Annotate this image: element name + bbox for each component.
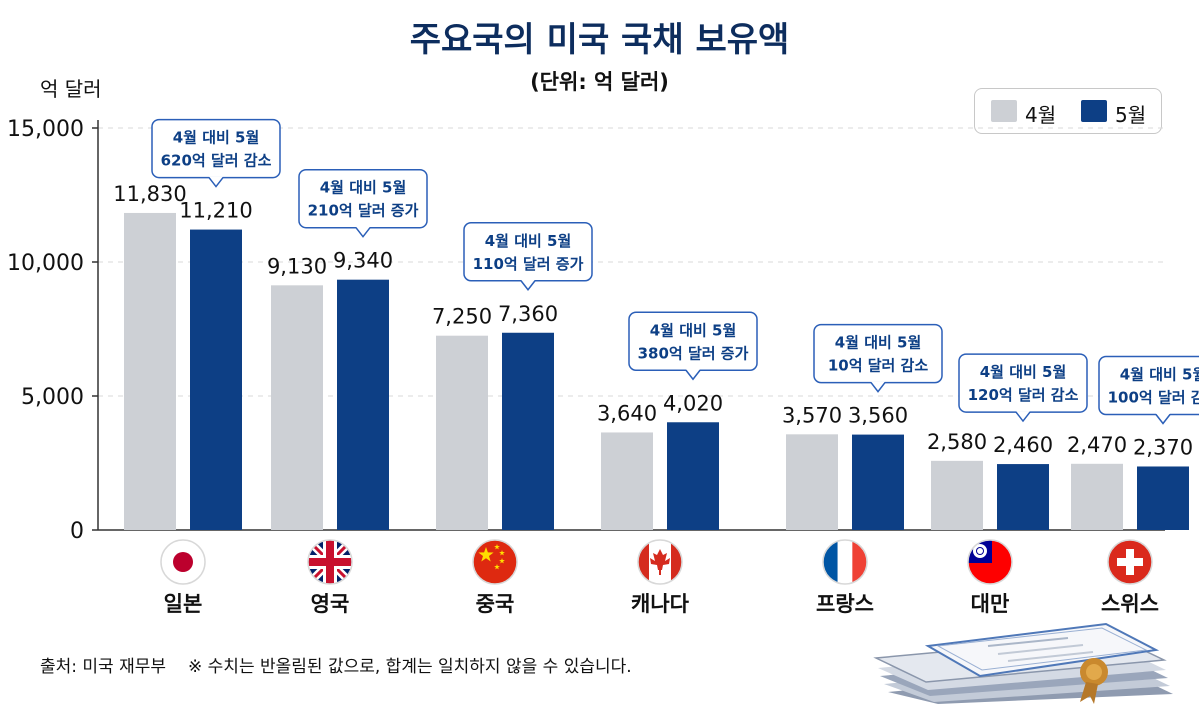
data-label: 2,370: [1133, 435, 1193, 459]
bar-may: [1137, 466, 1189, 530]
bar-may: [190, 229, 242, 530]
source-text: 출처: 미국 재무부: [40, 657, 167, 677]
data-label: 2,460: [993, 433, 1053, 457]
data-label: 3,570: [782, 403, 842, 427]
y-tick-label: 10,000: [7, 251, 84, 276]
annotation-line2: 110억 달러 증가: [473, 255, 584, 273]
category-label: 스위스: [1101, 592, 1159, 616]
bar-may: [997, 464, 1049, 530]
data-label: 11,830: [113, 182, 186, 206]
annotation-line2: 380억 달러 증가: [638, 344, 749, 362]
bar-april: [436, 335, 488, 530]
annotation-pointer-outline: [685, 369, 701, 381]
annotation-line1: 4월 대비 5월: [485, 232, 572, 250]
certificates-stack-icon: [873, 622, 1173, 704]
annotation-line2: 210억 달러 증가: [308, 202, 419, 220]
data-label: 7,360: [498, 302, 558, 326]
annotation-pointer-outline: [1155, 414, 1171, 425]
annotation-pointer: [209, 176, 223, 187]
flag-outline: [967, 539, 1013, 585]
annotation-line1: 4월 대비 5월: [320, 179, 407, 197]
annotation-line1: 4월 대비 5월: [1120, 365, 1199, 383]
annotation-line1: 4월 대비 5월: [173, 129, 260, 147]
y-tick-label: 15,000: [7, 117, 84, 142]
bar-may: [667, 422, 719, 530]
data-label: 3,560: [848, 404, 908, 428]
annotation-pointer-outline: [1015, 411, 1031, 423]
switzerland-flag-icon: [1108, 540, 1152, 584]
chart-title: 주요국의 미국 국채 보유액: [409, 20, 790, 60]
annotation-pointer-outline: [520, 280, 536, 291]
y-tick-label: 5,000: [21, 385, 84, 410]
annotation-line2: 620억 달러 감소: [161, 152, 272, 170]
chart-subtitle: (단위: 억 달러): [530, 70, 669, 94]
data-label: 2,580: [927, 430, 987, 454]
footnote-text: ※ 수치는 반올림된 값으로, 합계는 일치하지 않을 수 있습니다.: [188, 657, 632, 677]
flag-outline: [160, 539, 206, 585]
annotation-line1: 4월 대비 5월: [650, 321, 737, 339]
bar-april: [931, 460, 983, 530]
annotation-line2: 10억 달러 감소: [828, 357, 929, 375]
data-label: 11,210: [179, 199, 252, 223]
annotation-line1: 4월 대비 5월: [980, 363, 1067, 381]
category-label: 영국: [311, 592, 350, 616]
uk-flag-icon: [308, 540, 352, 584]
bar-april: [1071, 463, 1123, 530]
annotation-line1: 4월 대비 5월: [835, 334, 922, 352]
data-label: 9,130: [267, 254, 327, 278]
data-label: 3,640: [597, 401, 657, 425]
annotation-pointer-outline: [355, 227, 371, 238]
annotation-pointer-outline: [208, 177, 224, 188]
bar-april: [271, 285, 323, 530]
flag-outline: [822, 539, 868, 585]
y-tick-label: 0: [70, 519, 84, 544]
annotation-pointer-outline: [870, 382, 886, 393]
legend-swatch-may: [1081, 100, 1107, 122]
annotation-pointer: [1016, 411, 1030, 422]
y-axis-label: 억 달러: [40, 77, 102, 101]
bar-april: [601, 432, 653, 530]
bar-may: [852, 434, 904, 530]
flag-outline: [1107, 539, 1153, 585]
annotation-line2: 120억 달러 감소: [968, 386, 1079, 404]
canada-flag-icon: [638, 540, 682, 584]
bar-april: [124, 212, 176, 530]
annotation-pointer: [1156, 413, 1170, 424]
bar-may: [337, 279, 389, 530]
annotation-pointer: [686, 369, 700, 380]
flag-outline: [307, 539, 353, 585]
legend: 4월 5월: [974, 88, 1162, 134]
flag-outline: [472, 539, 518, 585]
legend-label-april: 4월: [1025, 103, 1057, 127]
data-label: 9,340: [333, 249, 393, 273]
category-label: 캐나다: [631, 592, 690, 616]
annotation-pointer: [521, 279, 535, 290]
data-label: 7,250: [432, 305, 492, 329]
data-label: 2,470: [1067, 433, 1127, 457]
annotation-pointer: [356, 226, 370, 237]
category-label: 중국: [476, 592, 515, 616]
footer: 출처: 미국 재무부 ※ 수치는 반올림된 값으로, 합계는 일치하지 않을 수 …: [40, 652, 632, 677]
category-label: 대만: [971, 592, 1010, 616]
japan-flag-icon: [161, 540, 205, 584]
legend-label-may: 5월: [1115, 103, 1147, 127]
bar-may: [502, 332, 554, 530]
taiwan-flag-icon: [968, 540, 1012, 584]
china-flag-icon: [473, 540, 517, 584]
bar-april: [786, 434, 838, 530]
category-label: 프랑스: [816, 592, 874, 616]
data-label: 4,020: [663, 391, 723, 415]
legend-swatch-april: [991, 100, 1017, 122]
category-label: 일본: [164, 592, 203, 616]
annotation-line2: 100억 달러 감소: [1108, 388, 1199, 406]
flag-outline: [637, 539, 683, 585]
annotation-pointer: [871, 381, 885, 392]
